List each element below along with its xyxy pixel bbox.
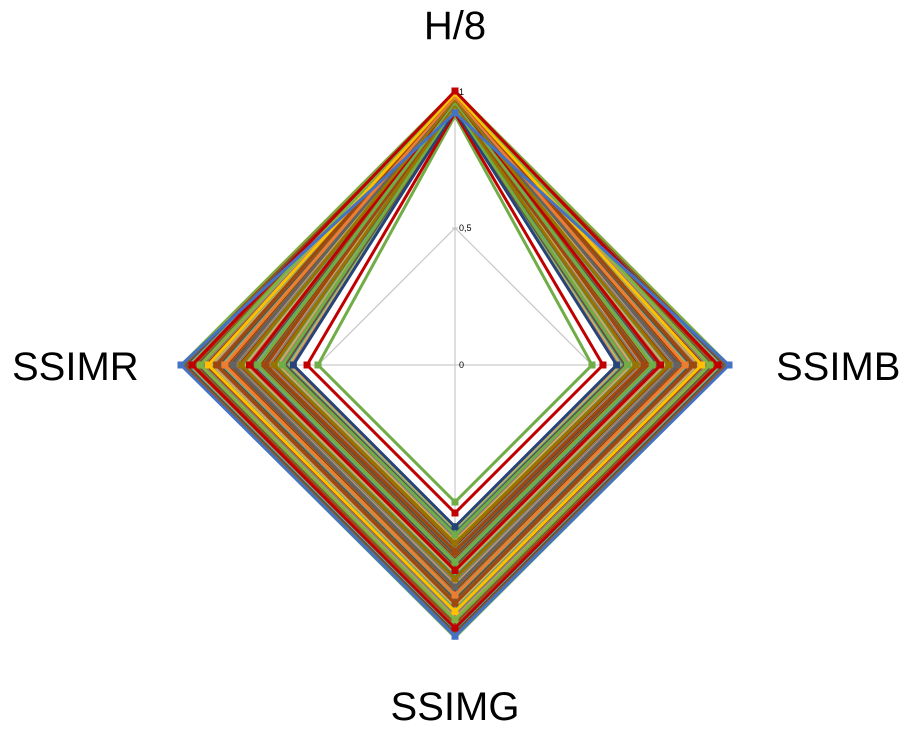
series-marker — [613, 361, 621, 369]
series-marker — [451, 616, 459, 624]
series-marker — [204, 361, 212, 369]
axis-label-h8: H/8 — [423, 4, 487, 48]
radar-series-group — [177, 87, 733, 640]
series-marker — [303, 361, 311, 369]
series-marker — [451, 539, 459, 547]
series-marker — [451, 575, 459, 583]
series-marker — [706, 361, 714, 369]
series-marker — [689, 361, 697, 369]
tick-label-mid: 0,5 — [459, 223, 472, 233]
series-marker — [648, 361, 656, 369]
series-marker — [451, 498, 459, 506]
series-marker — [289, 361, 297, 369]
series-marker — [213, 361, 221, 369]
series-marker — [657, 361, 664, 369]
series-marker — [698, 361, 706, 369]
series-marker — [262, 361, 270, 369]
series-marker — [451, 109, 459, 117]
series-marker — [246, 361, 253, 369]
axis-label-ssimb: SSIMB — [776, 345, 899, 389]
series-marker — [588, 361, 596, 369]
series-marker — [229, 361, 237, 369]
series-marker — [451, 87, 459, 95]
series-marker — [451, 567, 459, 574]
radial-tick-labels: 1 0,5 0 — [459, 87, 472, 370]
series-marker — [451, 583, 459, 591]
series-marker — [196, 361, 204, 369]
tick-label-zero: 0 — [459, 360, 464, 370]
series-marker — [714, 361, 722, 369]
series-marker — [254, 361, 262, 369]
series-marker — [681, 361, 689, 369]
series-marker — [314, 361, 322, 369]
series-marker — [624, 361, 632, 369]
series-marker — [451, 591, 459, 599]
axis-label-ssimr: SSIMR — [12, 345, 139, 389]
series-marker — [451, 558, 459, 566]
series-marker — [599, 361, 607, 369]
series-marker — [451, 624, 459, 632]
series-marker — [665, 361, 673, 369]
series-marker — [640, 361, 648, 369]
series-marker — [451, 632, 459, 640]
axis-label-ssimg: SSIMG — [390, 685, 520, 729]
series-marker — [451, 509, 459, 517]
series-marker — [451, 531, 459, 539]
series-marker — [725, 361, 733, 369]
series-marker — [188, 361, 196, 369]
tick-label-max: 1 — [459, 87, 464, 97]
series-marker — [451, 599, 459, 607]
series-marker — [278, 361, 286, 369]
series-marker — [221, 361, 229, 369]
series-marker — [237, 361, 245, 369]
series-marker — [673, 361, 681, 369]
series-marker — [632, 361, 640, 369]
series-marker — [270, 361, 278, 369]
series-marker — [451, 608, 459, 616]
series-marker — [451, 547, 459, 555]
series-marker — [451, 523, 459, 531]
series-marker — [177, 361, 185, 369]
